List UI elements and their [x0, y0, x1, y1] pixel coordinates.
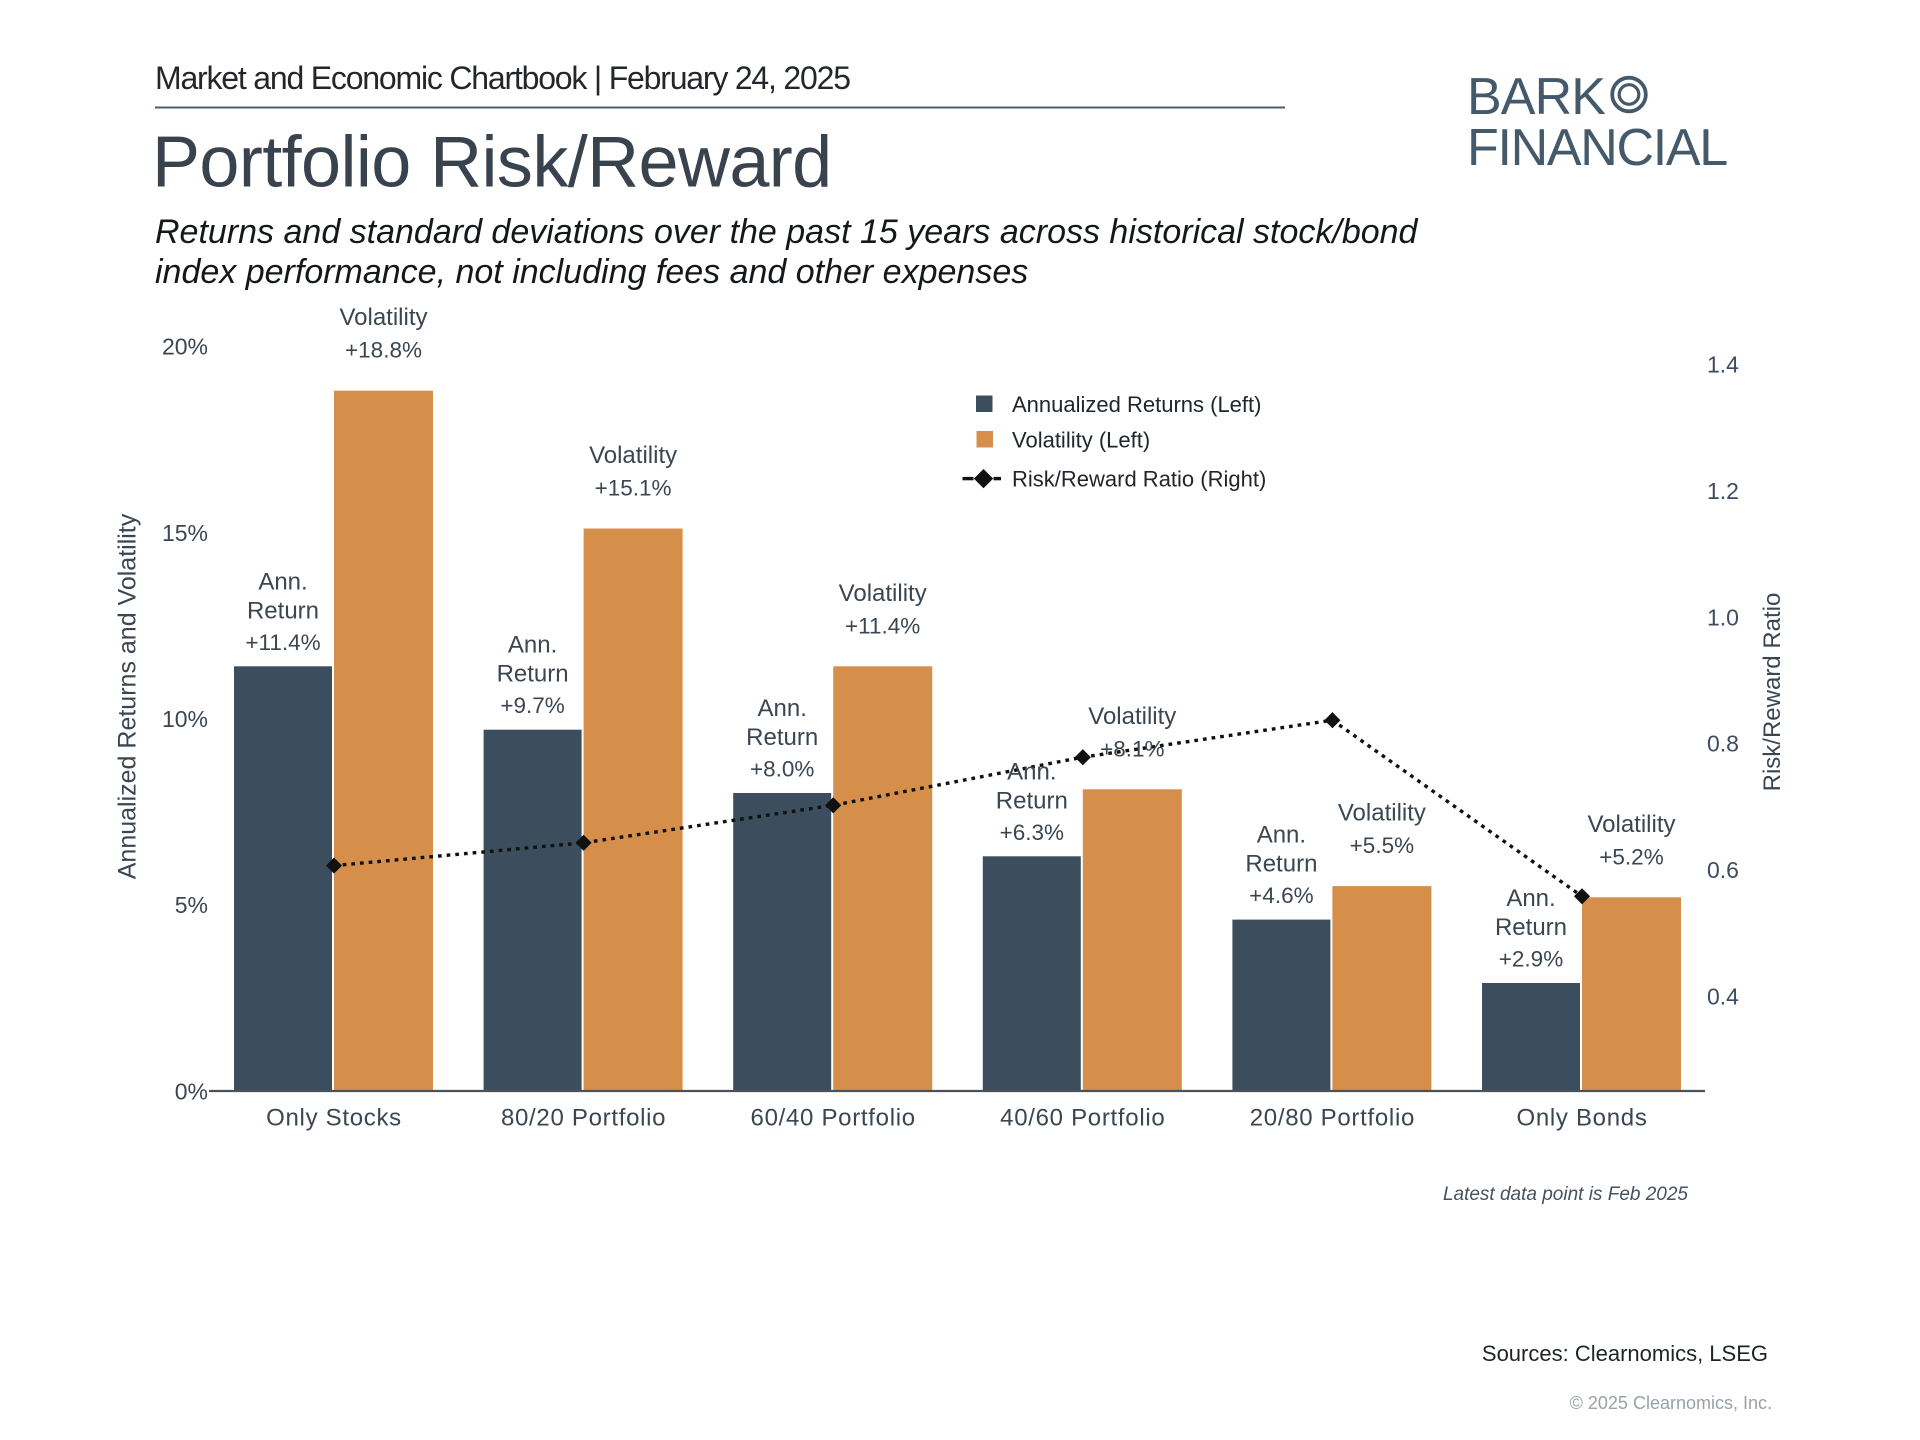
svg-text:FINANCIAL: FINANCIAL	[1467, 119, 1727, 177]
svg-text:40/60 Portfolio: 40/60 Portfolio	[1000, 1105, 1165, 1132]
svg-text:Only Bonds: Only Bonds	[1516, 1105, 1647, 1132]
svg-text:+8.1%: +8.1%	[1100, 736, 1164, 761]
svg-text:Ann.: Ann.	[258, 568, 307, 595]
svg-text:Only Stocks: Only Stocks	[266, 1105, 402, 1132]
svg-text:60/40 Portfolio: 60/40 Portfolio	[751, 1105, 916, 1132]
svg-text:+2.9%: +2.9%	[1499, 947, 1563, 972]
svg-text:10%: 10%	[162, 706, 208, 732]
svg-text:Return: Return	[497, 661, 569, 688]
svg-text:0%: 0%	[175, 1079, 208, 1105]
svg-text:+5.2%: +5.2%	[1599, 844, 1663, 869]
svg-text:Volatility (Left): Volatility (Left)	[1012, 428, 1150, 453]
svg-text:+11.4%: +11.4%	[245, 630, 320, 655]
svg-text:Risk/Reward Ratio: Risk/Reward Ratio	[1759, 593, 1786, 792]
svg-text:Ann.: Ann.	[508, 632, 557, 659]
svg-text:0.6: 0.6	[1707, 857, 1739, 883]
svg-text:Market and Economic Chartbook: Market and Economic Chartbook | February…	[155, 60, 850, 96]
svg-text:index performance, not includi: index performance, not including fees an…	[155, 253, 1028, 291]
svg-text:0.8: 0.8	[1707, 731, 1739, 757]
svg-text:Return: Return	[746, 724, 818, 751]
svg-text:+9.7%: +9.7%	[500, 693, 564, 718]
svg-text:+15.1%: +15.1%	[595, 476, 672, 501]
svg-text:Ann.: Ann.	[1506, 885, 1555, 912]
svg-text:+4.6%: +4.6%	[1249, 883, 1313, 908]
svg-text:Ann.: Ann.	[758, 695, 807, 722]
svg-text:Return: Return	[1245, 851, 1317, 878]
svg-text:20%: 20%	[162, 334, 208, 360]
svg-text:0.4: 0.4	[1707, 984, 1739, 1010]
svg-text:BARK: BARK	[1467, 68, 1606, 126]
svg-text:+6.3%: +6.3%	[1000, 820, 1064, 845]
svg-text:Volatility: Volatility	[839, 580, 927, 607]
svg-text:+5.5%: +5.5%	[1350, 833, 1414, 858]
svg-text:Return: Return	[1495, 914, 1567, 941]
svg-text:+8.0%: +8.0%	[750, 757, 814, 782]
svg-text:Risk/Reward Ratio (Right): Risk/Reward Ratio (Right)	[1012, 467, 1266, 492]
svg-text:1.4: 1.4	[1707, 352, 1739, 378]
svg-text:Ann.: Ann.	[1257, 822, 1306, 849]
svg-text:1.2: 1.2	[1707, 478, 1739, 504]
svg-text:1.0: 1.0	[1707, 604, 1739, 630]
svg-text:Latest data point is Feb 2025: Latest data point is Feb 2025	[1443, 1184, 1688, 1205]
svg-text:Annualized Returns and Volatil: Annualized Returns and Volatility	[114, 513, 142, 879]
svg-text:Ann.: Ann.	[1007, 758, 1056, 785]
svg-text:© 2025 Clearnomics, Inc.: © 2025 Clearnomics, Inc.	[1570, 1393, 1772, 1413]
svg-text:Volatility: Volatility	[1338, 800, 1426, 827]
svg-text:5%: 5%	[175, 892, 208, 918]
svg-text:+18.8%: +18.8%	[345, 338, 422, 363]
svg-text:15%: 15%	[162, 520, 208, 546]
svg-text:Return: Return	[247, 597, 319, 624]
svg-text:Returns and standard deviation: Returns and standard deviations over the…	[155, 213, 1419, 251]
svg-text:Annualized Returns (Left): Annualized Returns (Left)	[1012, 392, 1261, 417]
svg-text:Return: Return	[996, 787, 1068, 814]
svg-text:Volatility: Volatility	[1587, 811, 1675, 838]
svg-text:Portfolio Risk/Reward: Portfolio Risk/Reward	[152, 123, 832, 203]
svg-text:Sources: Clearnomics, LSEG: Sources: Clearnomics, LSEG	[1482, 1341, 1768, 1366]
svg-text:Volatility: Volatility	[589, 442, 677, 469]
svg-text:Volatility: Volatility	[1088, 703, 1176, 730]
svg-text:80/20 Portfolio: 80/20 Portfolio	[501, 1105, 666, 1132]
svg-text:+11.4%: +11.4%	[845, 613, 920, 638]
svg-text:20/80 Portfolio: 20/80 Portfolio	[1250, 1105, 1415, 1132]
svg-text:Volatility: Volatility	[339, 304, 427, 331]
